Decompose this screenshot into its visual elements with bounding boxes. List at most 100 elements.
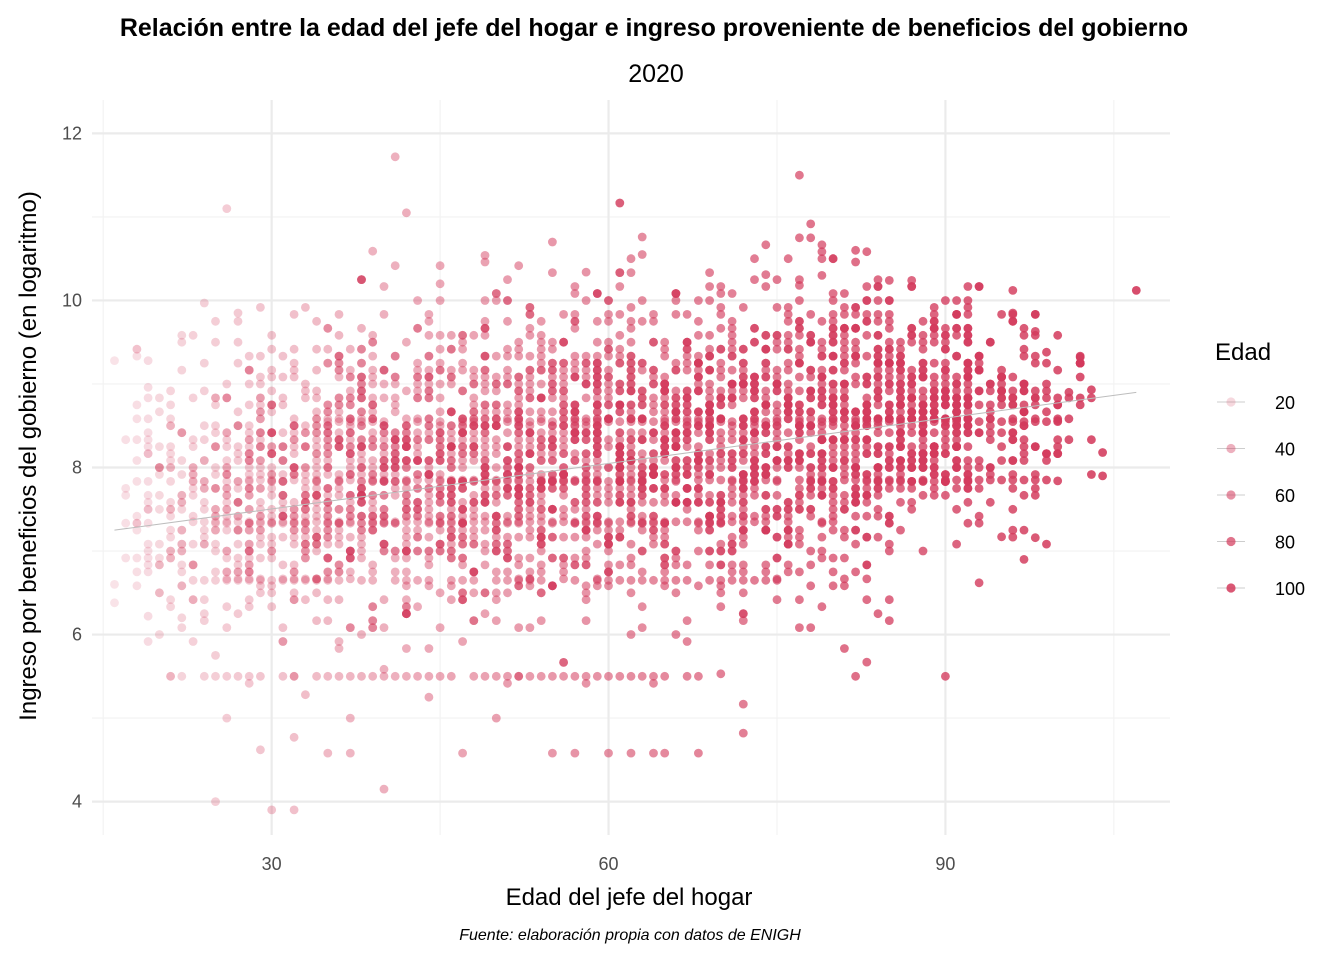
data-point xyxy=(211,525,220,535)
data-point xyxy=(772,595,782,605)
data-point xyxy=(480,365,490,375)
data-point xyxy=(233,477,243,486)
data-point xyxy=(469,504,479,514)
data-point xyxy=(491,421,501,431)
data-point xyxy=(345,504,355,514)
data-point xyxy=(952,435,961,445)
data-point xyxy=(166,497,176,507)
data-point xyxy=(671,588,681,598)
data-point xyxy=(480,414,490,424)
data-point xyxy=(357,379,366,389)
data-point xyxy=(817,351,827,361)
data-point xyxy=(1087,385,1096,395)
data-point xyxy=(985,435,995,445)
data-point xyxy=(941,323,950,333)
data-point xyxy=(357,442,366,451)
data-point xyxy=(963,358,973,368)
data-point xyxy=(244,671,254,681)
data-point xyxy=(963,463,973,472)
data-point xyxy=(1019,323,1029,333)
data-point xyxy=(446,330,456,340)
data-point xyxy=(1053,476,1063,486)
data-point xyxy=(626,303,636,312)
data-point xyxy=(345,449,355,458)
data-point xyxy=(424,414,434,424)
data-point xyxy=(997,442,1006,451)
data-point xyxy=(738,588,748,598)
data-point xyxy=(323,567,333,577)
data-point xyxy=(615,497,625,507)
legend-swatch xyxy=(1226,536,1236,547)
data-point xyxy=(783,539,793,549)
data-point xyxy=(929,449,939,458)
data-point xyxy=(289,504,299,514)
data-point xyxy=(491,386,501,396)
data-point xyxy=(301,442,310,451)
data-point xyxy=(278,442,288,451)
data-point xyxy=(907,379,917,389)
data-point xyxy=(458,588,467,598)
data-point xyxy=(828,254,838,264)
data-point xyxy=(480,316,490,326)
data-point xyxy=(390,463,400,472)
data-point xyxy=(390,484,400,493)
data-point xyxy=(301,595,310,605)
data-point xyxy=(446,442,456,451)
data-point xyxy=(312,386,321,396)
data-point xyxy=(514,475,524,485)
data-point xyxy=(289,421,299,431)
data-point xyxy=(458,518,467,528)
data-point xyxy=(649,470,658,479)
data-point xyxy=(862,310,872,319)
data-point xyxy=(435,539,445,549)
data-point xyxy=(357,671,366,681)
data-point xyxy=(548,237,557,247)
data-point xyxy=(941,296,950,305)
data-point xyxy=(357,275,366,284)
data-point xyxy=(480,463,490,472)
data-point xyxy=(323,511,333,521)
data-point xyxy=(199,517,209,527)
data-point xyxy=(390,400,400,410)
data-point xyxy=(851,671,860,681)
data-point xyxy=(559,490,568,500)
data-point xyxy=(1019,330,1029,340)
data-point xyxy=(514,623,524,632)
data-point xyxy=(997,393,1006,403)
data-point xyxy=(166,671,176,681)
data-point xyxy=(806,219,816,229)
data-point xyxy=(660,372,670,382)
data-point xyxy=(626,449,636,458)
data-point xyxy=(806,581,816,591)
data-point xyxy=(368,525,378,535)
data-point xyxy=(368,518,378,528)
data-point xyxy=(379,282,389,291)
data-point xyxy=(862,435,872,445)
data-point xyxy=(503,490,512,500)
data-point xyxy=(301,504,310,514)
data-point xyxy=(256,553,265,563)
data-point xyxy=(929,310,939,319)
data-point xyxy=(985,379,995,389)
data-point xyxy=(840,644,849,653)
data-point xyxy=(491,407,501,417)
data-point xyxy=(671,463,681,472)
data-point xyxy=(525,517,535,527)
data-point xyxy=(177,581,187,591)
data-point xyxy=(918,316,928,326)
data-point xyxy=(177,525,187,535)
data-point xyxy=(446,475,456,485)
data-point xyxy=(357,456,366,465)
data-point xyxy=(1064,387,1074,397)
data-point xyxy=(615,310,625,319)
data-point xyxy=(694,484,703,493)
data-point xyxy=(368,463,378,472)
data-point xyxy=(828,581,838,591)
data-point xyxy=(626,517,636,527)
data-point xyxy=(222,435,232,445)
data-point xyxy=(222,456,232,465)
data-point xyxy=(222,463,232,472)
data-point xyxy=(289,539,299,549)
data-point xyxy=(446,407,456,417)
data-point xyxy=(357,484,366,493)
